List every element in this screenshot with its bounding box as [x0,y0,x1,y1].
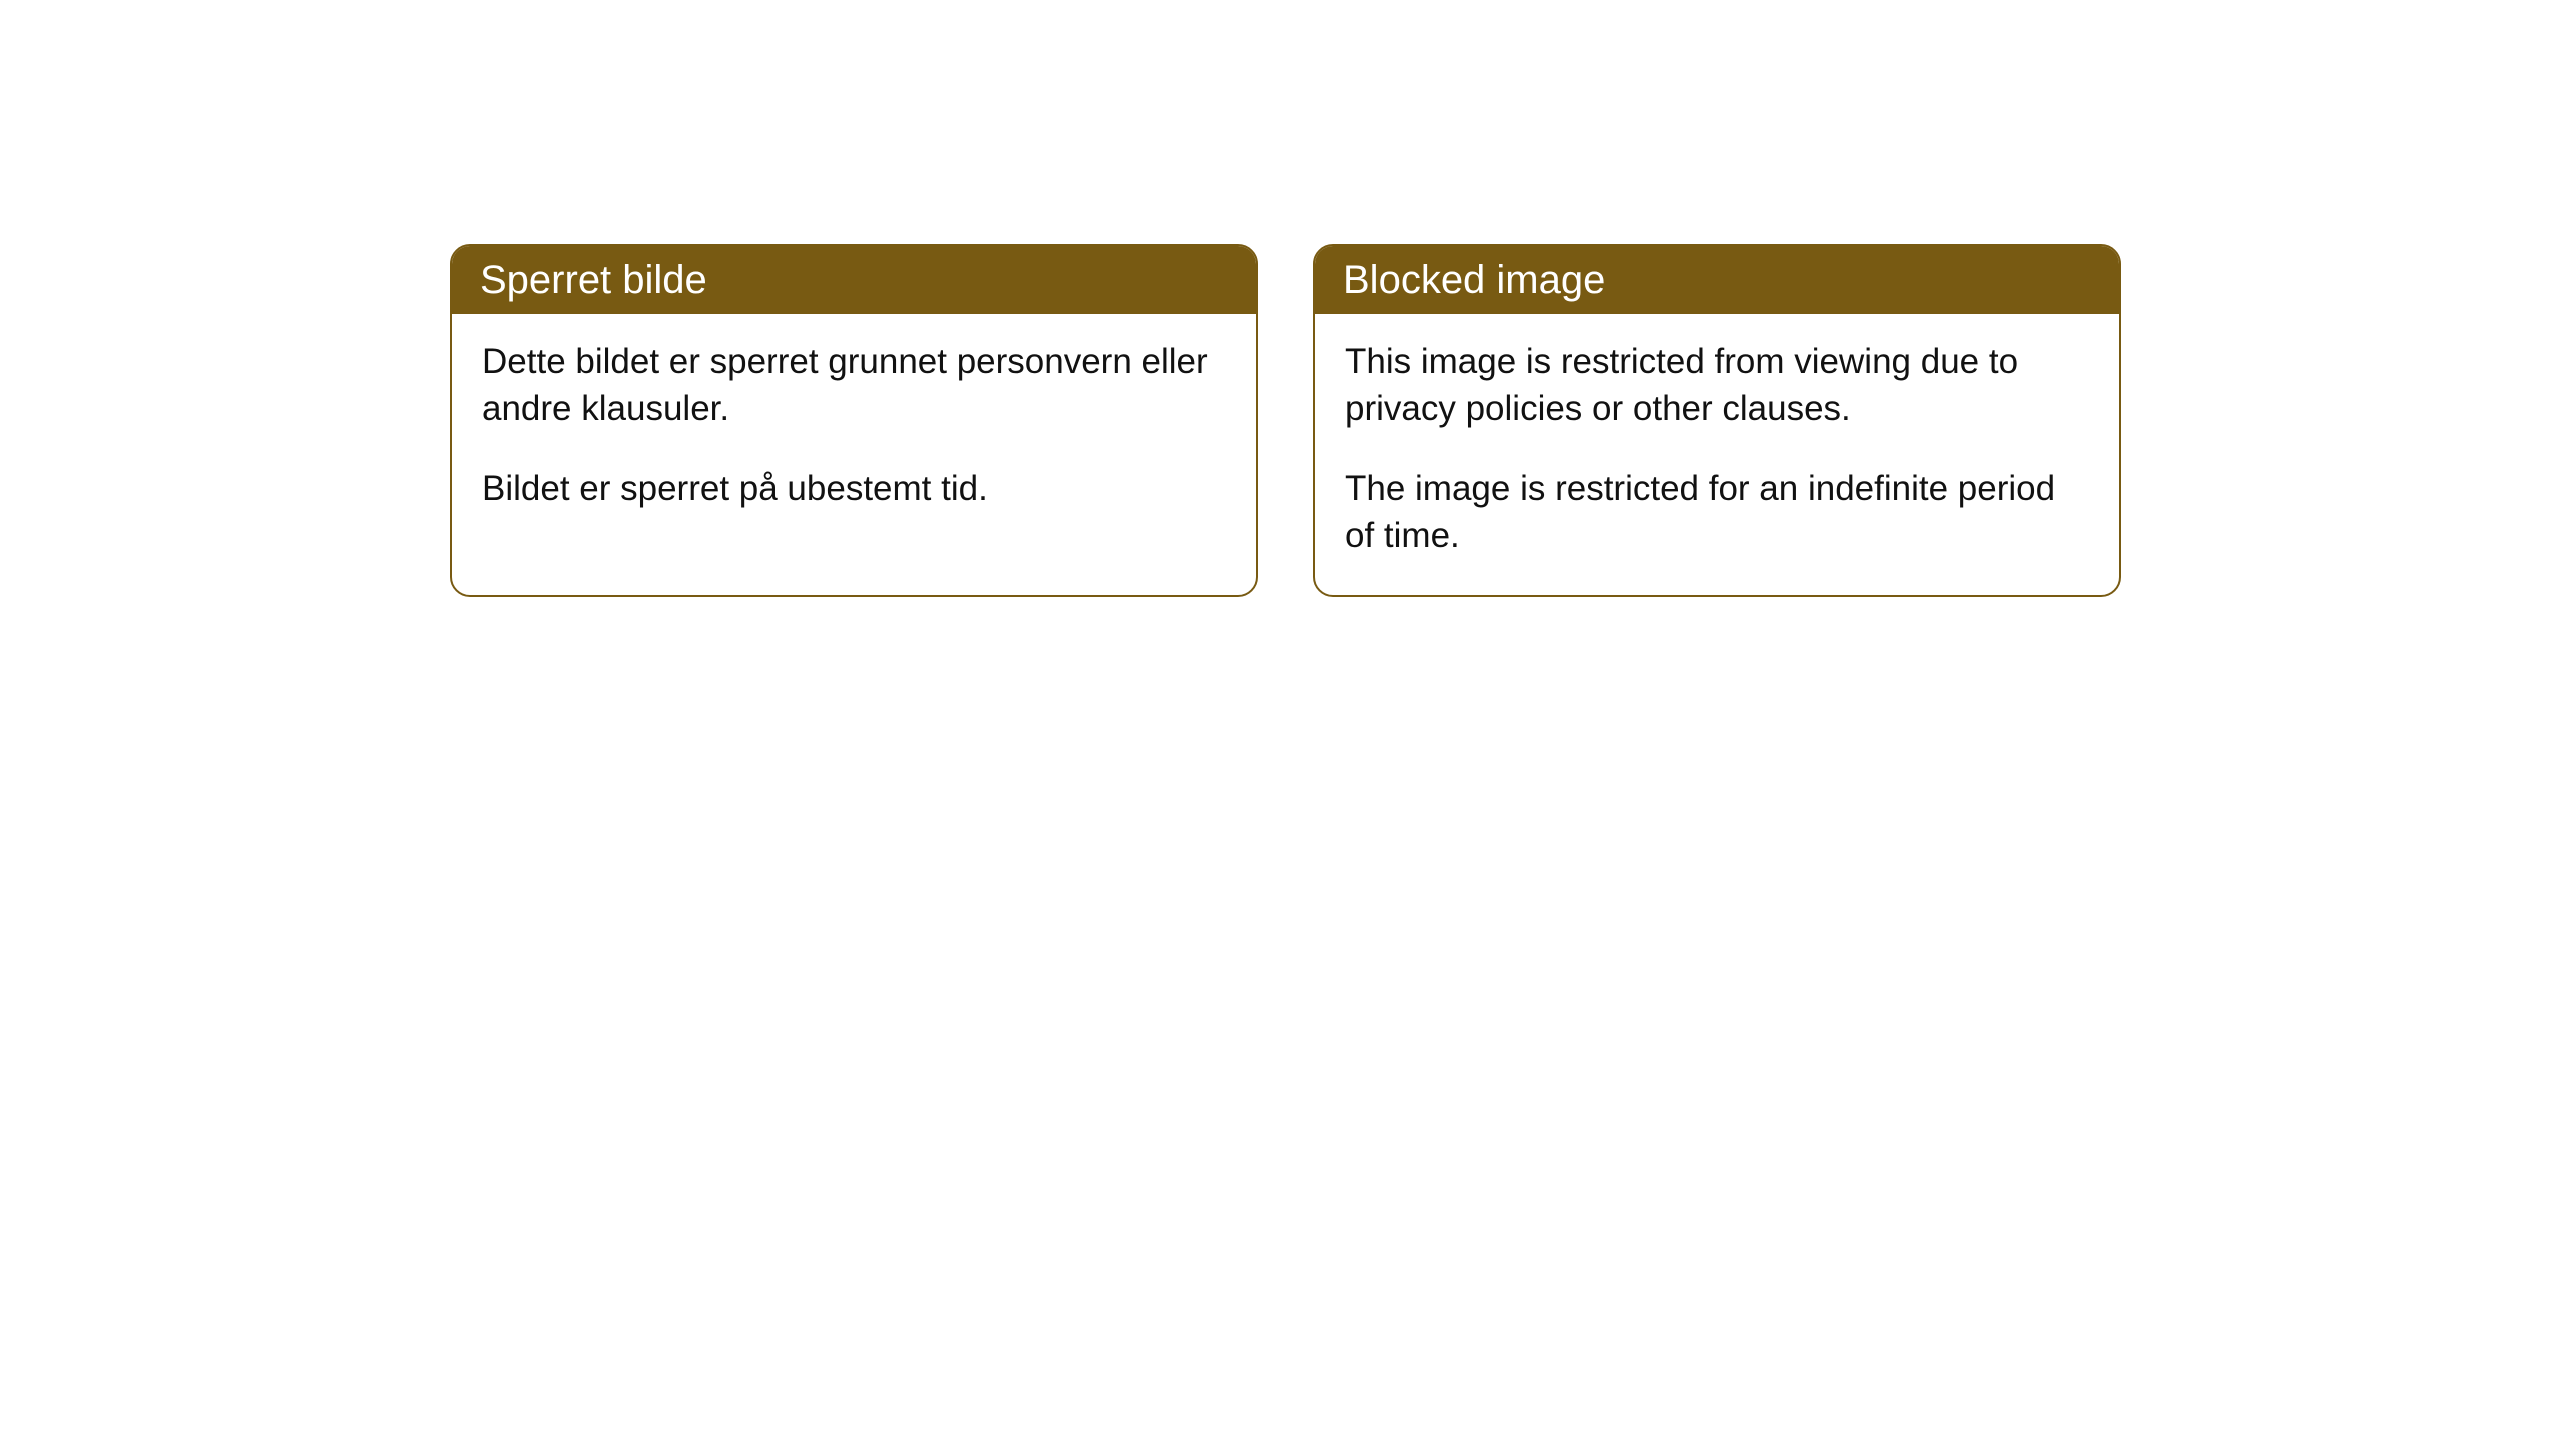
notice-container: Sperret bilde Dette bildet er sperret gr… [0,0,2560,597]
notice-card-english: Blocked image This image is restricted f… [1313,244,2121,597]
card-header-norwegian: Sperret bilde [452,246,1256,314]
card-body-english: This image is restricted from viewing du… [1315,314,2119,595]
card-paragraph: Bildet er sperret på ubestemt tid. [482,465,1226,512]
notice-card-norwegian: Sperret bilde Dette bildet er sperret gr… [450,244,1258,597]
card-paragraph: This image is restricted from viewing du… [1345,338,2089,433]
card-paragraph: The image is restricted for an indefinit… [1345,465,2089,560]
card-paragraph: Dette bildet er sperret grunnet personve… [482,338,1226,433]
card-header-english: Blocked image [1315,246,2119,314]
card-body-norwegian: Dette bildet er sperret grunnet personve… [452,314,1256,548]
